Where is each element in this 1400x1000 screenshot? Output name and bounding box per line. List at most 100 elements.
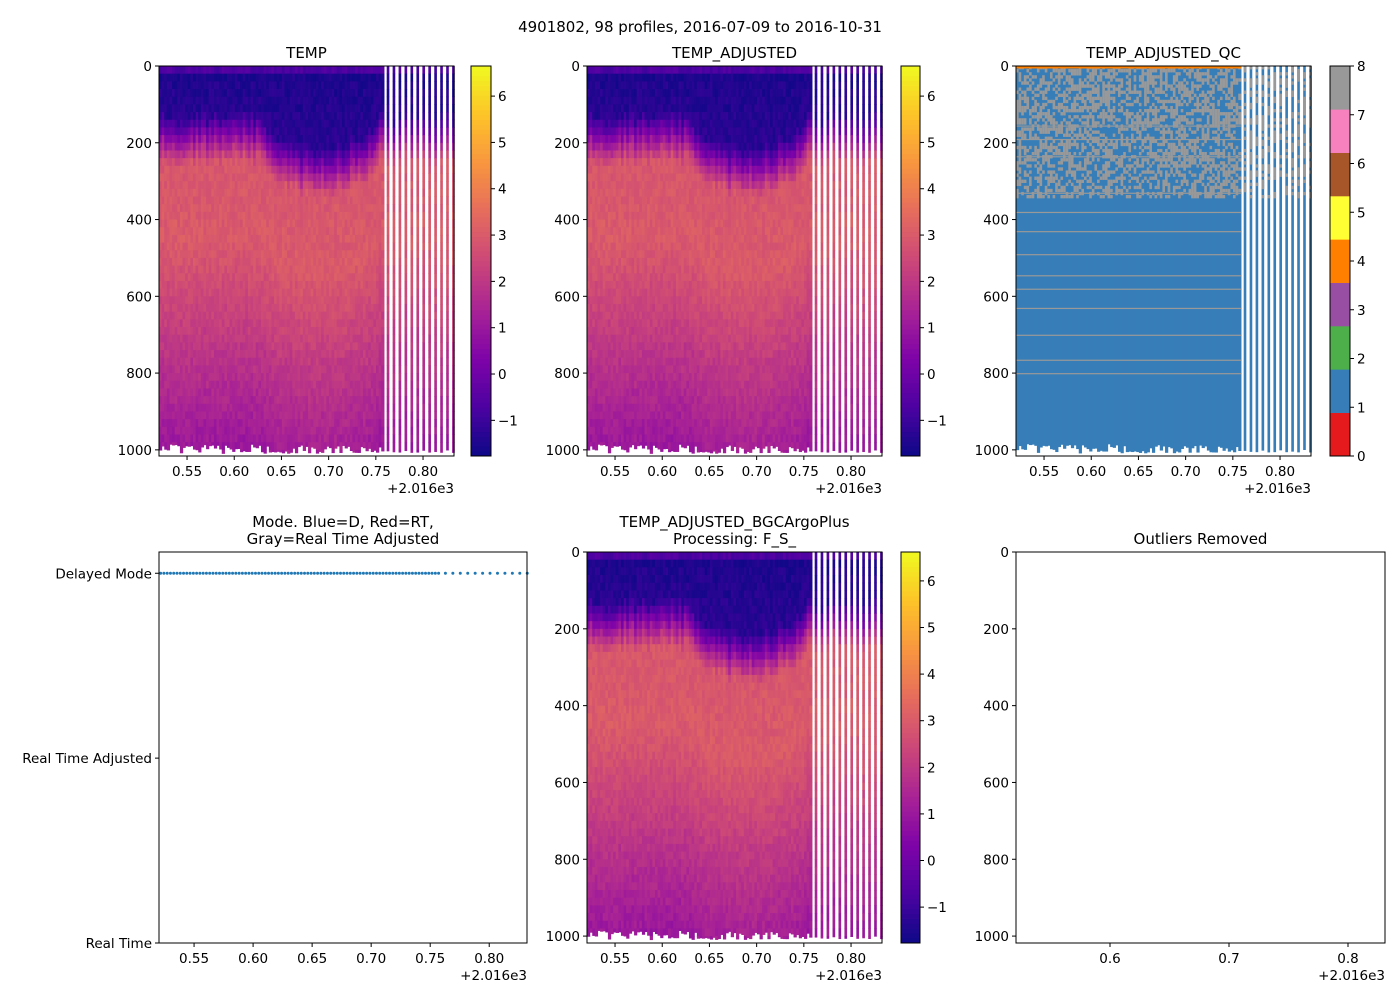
heatmap-cell (258, 158, 262, 167)
heatmap-cell (258, 104, 262, 113)
heatmap-cell (440, 89, 443, 98)
heatmap-cell (187, 127, 191, 136)
heatmap-cell (213, 342, 218, 351)
heatmap-cell (271, 426, 275, 435)
heatmap-cell (192, 66, 197, 75)
heatmap-cell (198, 350, 202, 359)
heatmap-cell (247, 265, 252, 274)
heatmap-cell (386, 250, 390, 259)
heatmap-cell (161, 357, 165, 366)
heatmap-cell (416, 296, 420, 305)
heatmap-cell (185, 158, 189, 167)
heatmap-cell (381, 442, 385, 451)
heatmap-cell (190, 127, 194, 136)
heatmap-cell (200, 188, 205, 197)
heatmap-cell (292, 196, 296, 205)
heatmap-cell (279, 426, 283, 435)
heatmap-cell (250, 396, 254, 405)
heatmap-cell (242, 257, 246, 267)
heatmap-cell (260, 319, 265, 328)
heatmap-cell (195, 434, 199, 443)
heatmap-cell (260, 219, 265, 228)
heatmap-cell (274, 327, 278, 336)
heatmap-cell (211, 150, 215, 159)
heatmap-cell (289, 234, 293, 243)
heatmap-cell (164, 350, 168, 359)
heatmap-cell (428, 96, 431, 105)
heatmap-cell (216, 442, 220, 446)
heatmap-cell (208, 257, 212, 267)
heatmap-cell (198, 342, 202, 351)
heatmap-cell (206, 434, 210, 443)
heatmap-cell (161, 119, 165, 128)
heatmap-cell (287, 150, 291, 159)
heatmap-cell (250, 227, 254, 236)
heatmap-cell (203, 273, 207, 282)
heatmap-cell (247, 196, 252, 205)
heatmap-cell (294, 265, 299, 274)
heatmap-cell (266, 150, 270, 159)
heatmap-cell (221, 188, 225, 197)
heatmap-cell (266, 288, 270, 297)
heatmap-cell (446, 112, 449, 121)
heatmap-cell (182, 334, 186, 343)
heatmap-cell (247, 357, 252, 366)
heatmap-cell (386, 257, 390, 267)
heatmap-cell (234, 365, 239, 374)
heatmap-cell (198, 250, 202, 259)
heatmap-cell (258, 380, 262, 389)
heatmap-cell (294, 403, 299, 412)
heatmap-cell (294, 434, 299, 443)
heatmap-cell (292, 119, 296, 128)
heatmap-cell (219, 165, 223, 174)
heatmap-cell (392, 434, 396, 443)
heatmap-cell (294, 135, 299, 144)
heatmap-cell (422, 188, 426, 197)
heatmap-cell (221, 89, 225, 98)
heatmap-cell (237, 250, 241, 259)
heatmap-cell (271, 96, 275, 105)
heatmap-cell (392, 411, 396, 420)
heatmap-cell (179, 104, 184, 113)
heatmap-cell (284, 426, 288, 435)
heatmap-cell (416, 426, 420, 435)
heatmap-cell (190, 112, 194, 121)
heatmap-cell (164, 327, 168, 336)
heatmap-cell (428, 380, 431, 389)
heatmap-cell (258, 211, 262, 220)
heatmap-cell (242, 273, 246, 282)
heatmap-cell (185, 303, 189, 313)
heatmap-cell (381, 219, 385, 228)
heatmap-cell (428, 112, 431, 121)
heatmap-cell (169, 96, 173, 105)
heatmap-cell (446, 150, 449, 159)
heatmap-cell (174, 380, 178, 389)
heatmap-cell (245, 150, 249, 159)
heatmap-cell (159, 373, 163, 382)
heatmap-cell (428, 257, 431, 267)
heatmap-cell (276, 96, 280, 105)
heatmap-cell (398, 373, 402, 382)
heatmap-cell (179, 119, 184, 128)
heatmap-cell (281, 81, 286, 90)
heatmap-cell (195, 89, 199, 98)
heatmap-cell (247, 296, 252, 305)
heatmap-cell (211, 319, 215, 328)
heatmap-cell (187, 188, 191, 197)
heatmap-cell (440, 142, 443, 151)
heatmap-cell (192, 142, 197, 151)
heatmap-cell (211, 273, 215, 282)
heatmap-cell (195, 411, 199, 420)
heatmap-cell (271, 165, 275, 174)
heatmap-cell (274, 350, 278, 359)
heatmap-cell (292, 135, 296, 144)
heatmap-cell (216, 311, 220, 320)
heatmap-cell (297, 89, 301, 98)
heatmap-cell (185, 357, 189, 366)
heatmap-cell (242, 142, 246, 151)
heatmap-cell (203, 81, 207, 90)
heatmap-cell (229, 357, 233, 366)
heatmap-cell (260, 442, 265, 451)
heatmap-cell (242, 227, 246, 236)
heatmap-cell (185, 219, 189, 228)
